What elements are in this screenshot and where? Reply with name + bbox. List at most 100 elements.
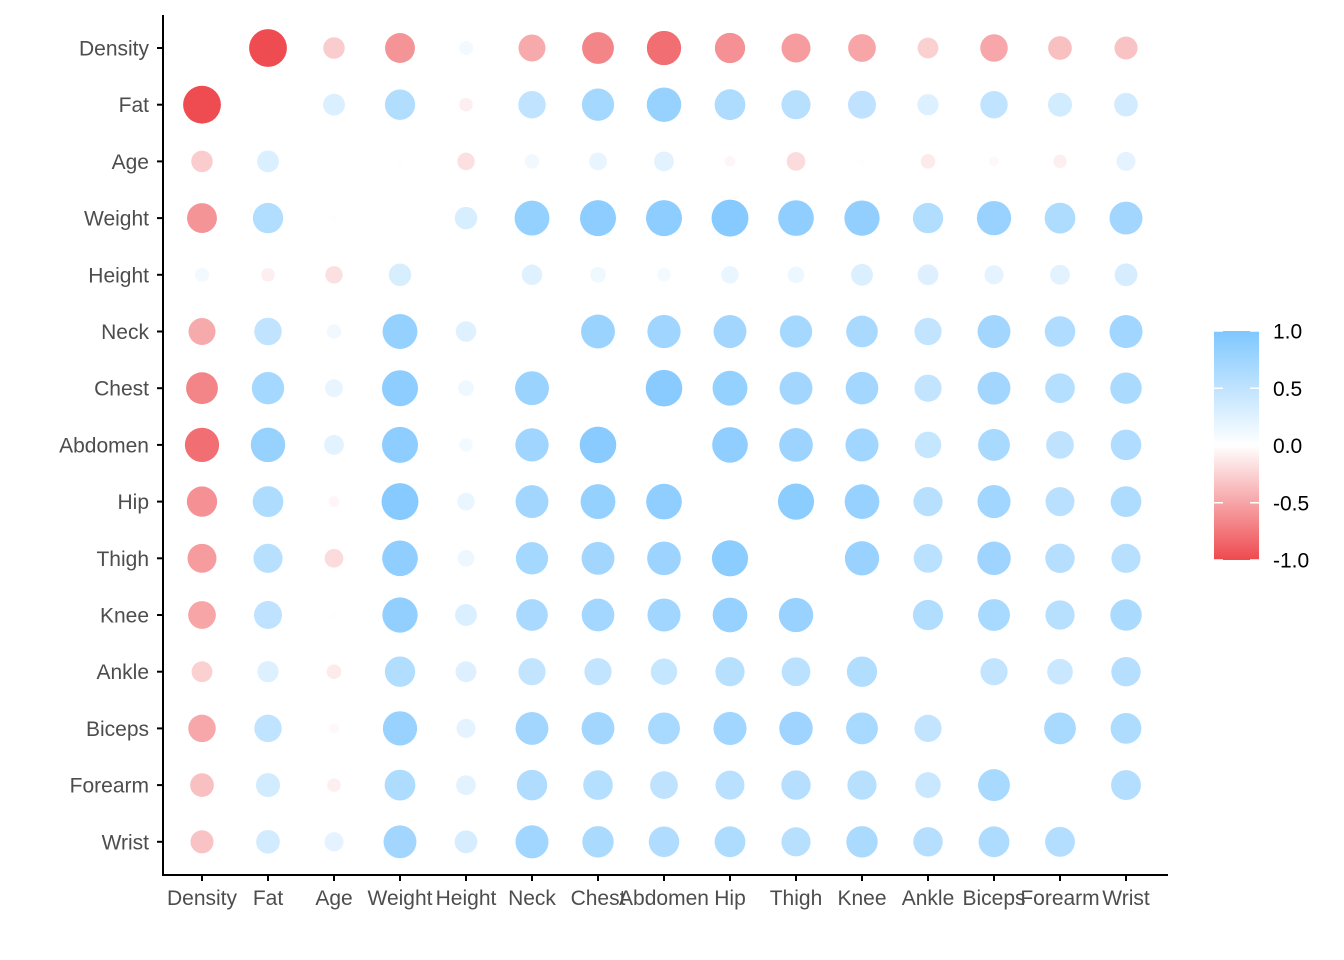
point-density-age [323, 37, 345, 59]
point-height-chest [590, 266, 606, 283]
point-forearm-abdomen [650, 771, 678, 799]
point-forearm-chest [583, 770, 613, 800]
point-ankle-thigh [781, 657, 811, 687]
point-density-wrist [1114, 36, 1138, 60]
point-fat-hip [714, 89, 746, 121]
point-thigh-fat [253, 543, 283, 573]
point-forearm-density [190, 773, 214, 797]
point-ankle-wrist [1111, 656, 1141, 687]
legend-tick-label: 0.5 [1273, 378, 1302, 401]
point-density-chest [582, 32, 614, 64]
point-abdomen-age [324, 435, 344, 455]
point-chest-knee [845, 371, 879, 405]
point-ankle-knee [846, 656, 878, 687]
point-forearm-height [456, 775, 476, 795]
point-biceps-ankle [914, 714, 942, 743]
x-tick-label-wrist: Wrist [1102, 887, 1150, 910]
y-tick-label-height: Height [88, 264, 149, 287]
point-fat-wrist [1114, 92, 1138, 117]
point-chest-biceps [977, 371, 1011, 405]
point-density-abdomen [646, 30, 682, 66]
point-thigh-ankle [913, 543, 943, 573]
point-neck-biceps [977, 315, 1011, 348]
point-chest-forearm [1045, 373, 1075, 404]
point-neck-abdomen [647, 314, 681, 349]
point-height-neck [521, 264, 543, 286]
point-wrist-hip [714, 826, 746, 858]
point-ankle-weight [384, 656, 416, 687]
point-forearm-fat [256, 773, 280, 798]
point-biceps-weight [382, 711, 418, 746]
point-density-knee [848, 34, 876, 62]
x-tick-label-ankle: Ankle [902, 887, 955, 910]
point-neck-chest [581, 314, 615, 349]
point-abdomen-density [184, 427, 220, 463]
point-hip-knee [844, 484, 880, 519]
point-biceps-chest [581, 711, 615, 745]
point-weight-fat [252, 202, 284, 234]
point-weight-ankle [912, 202, 944, 234]
point-fat-thigh [781, 90, 811, 120]
point-neck-weight [382, 314, 418, 349]
point-chest-wrist [1110, 372, 1142, 404]
point-knee-ankle [912, 599, 944, 631]
point-ankle-fat [257, 661, 279, 683]
point-knee-biceps [978, 599, 1010, 631]
point-knee-fat [254, 601, 282, 629]
y-tick-label-density: Density [79, 38, 150, 61]
point-weight-hip [711, 199, 749, 237]
x-tick-label-chest: Chest [571, 887, 626, 910]
point-wrist-weight [383, 825, 417, 859]
point-ankle-abdomen [650, 658, 678, 685]
point-height-hip [721, 266, 739, 284]
point-height-abdomen [657, 268, 671, 282]
point-knee-neck [516, 599, 548, 631]
x-axis-ticks: Density Fat Age Weight Height Neck ChestAbdome… [167, 875, 1150, 910]
point-abdomen-hip [712, 427, 748, 463]
point-density-forearm [1048, 36, 1072, 60]
point-fat-age [323, 93, 345, 116]
point-age-density [191, 150, 213, 173]
y-tick-label-weight: Weight [84, 208, 149, 231]
point-age-weight [396, 158, 404, 165]
point-thigh-biceps [977, 541, 1011, 576]
point-biceps-neck [515, 711, 549, 745]
point-fat-abdomen [646, 87, 682, 122]
point-weight-forearm [1044, 202, 1076, 234]
point-height-weight [388, 263, 412, 287]
point-thigh-abdomen [647, 541, 681, 576]
point-thigh-weight [382, 540, 418, 577]
point-abdomen-ankle [914, 431, 942, 459]
point-ankle-age [326, 664, 342, 680]
point-abdomen-chest [579, 426, 617, 464]
point-height-fat [261, 268, 275, 282]
point-hip-biceps [977, 485, 1011, 519]
point-age-thigh [786, 152, 806, 171]
point-thigh-wrist [1111, 543, 1141, 573]
point-abdomen-thigh [779, 428, 813, 462]
point-neck-knee [846, 315, 878, 348]
point-age-abdomen [654, 151, 674, 172]
point-weight-chest [579, 200, 617, 237]
point-knee-forearm [1045, 600, 1075, 630]
point-neck-wrist [1109, 314, 1143, 349]
point-abdomen-weight [381, 426, 419, 463]
y-tick-label-age: Age [112, 151, 149, 174]
point-density-height [458, 40, 474, 56]
point-age-fat [257, 150, 279, 173]
point-hip-ankle [913, 487, 943, 517]
point-neck-density [188, 318, 216, 345]
point-weight-wrist [1109, 201, 1143, 235]
y-tick-label-chest: Chest [94, 378, 149, 401]
y-tick-label-hip: Hip [117, 491, 149, 514]
point-wrist-biceps [978, 826, 1010, 858]
point-thigh-hip [711, 540, 749, 577]
data-points [183, 29, 1143, 859]
point-height-ankle [917, 264, 939, 286]
point-chest-height [458, 380, 474, 397]
point-age-wrist [1116, 151, 1136, 171]
point-height-forearm [1050, 264, 1070, 285]
x-tick-label-abdomen: Abdomen [619, 887, 709, 910]
x-tick-label-height: Height [436, 887, 497, 910]
point-knee-wrist [1110, 599, 1142, 631]
